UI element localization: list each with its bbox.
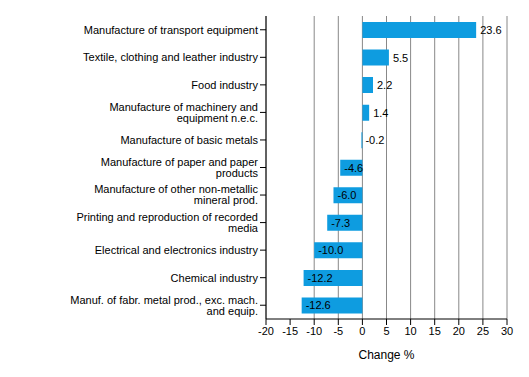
svg-text:Chemical industry: Chemical industry bbox=[171, 272, 259, 284]
svg-text:-15: -15 bbox=[282, 325, 298, 337]
svg-text:-10: -10 bbox=[306, 325, 322, 337]
svg-text:1.4: 1.4 bbox=[373, 107, 388, 119]
svg-text:Manufacture of basic metals: Manufacture of basic metals bbox=[120, 134, 258, 146]
svg-text:Manuf. of fabr. metal prod., e: Manuf. of fabr. metal prod., exc. mach.a… bbox=[70, 294, 258, 317]
svg-text:Manufacture of other non-metal: Manufacture of other non-metallicmineral… bbox=[94, 183, 258, 206]
svg-text:-4.6: -4.6 bbox=[344, 162, 363, 174]
svg-text:20: 20 bbox=[453, 325, 465, 337]
svg-text:0: 0 bbox=[359, 325, 365, 337]
svg-text:Change %: Change % bbox=[358, 348, 414, 362]
svg-text:Textile, clothing and leather: Textile, clothing and leather industry bbox=[83, 51, 258, 63]
svg-text:-10.0: -10.0 bbox=[318, 244, 343, 256]
svg-text:-5: -5 bbox=[333, 325, 343, 337]
svg-text:10: 10 bbox=[404, 325, 416, 337]
svg-text:Manufacture of paper and paper: Manufacture of paper and paperproducts bbox=[101, 156, 259, 179]
svg-text:30: 30 bbox=[501, 325, 513, 337]
svg-text:-7.3: -7.3 bbox=[331, 217, 350, 229]
svg-text:Food industry: Food industry bbox=[191, 79, 258, 91]
svg-text:Printing and reproduction of r: Printing and reproduction of recordedmed… bbox=[76, 211, 258, 234]
svg-text:25: 25 bbox=[477, 325, 489, 337]
svg-text:-20: -20 bbox=[258, 325, 274, 337]
svg-text:Manufacture of transport equip: Manufacture of transport equipment bbox=[84, 24, 258, 36]
svg-text:23.6: 23.6 bbox=[480, 24, 501, 36]
svg-text:5.5: 5.5 bbox=[393, 52, 408, 64]
svg-text:-12.2: -12.2 bbox=[308, 272, 333, 284]
svg-text:15: 15 bbox=[429, 325, 441, 337]
svg-text:Manufacture of machinery andeq: Manufacture of machinery andequipment n.… bbox=[109, 101, 258, 124]
svg-text:Electrical and electronics ind: Electrical and electronics industry bbox=[95, 244, 259, 256]
svg-text:2.2: 2.2 bbox=[377, 79, 392, 91]
svg-text:5: 5 bbox=[383, 325, 389, 337]
svg-text:-6.0: -6.0 bbox=[337, 189, 356, 201]
svg-text:-0.2: -0.2 bbox=[365, 134, 384, 146]
svg-text:-12.6: -12.6 bbox=[306, 299, 331, 311]
